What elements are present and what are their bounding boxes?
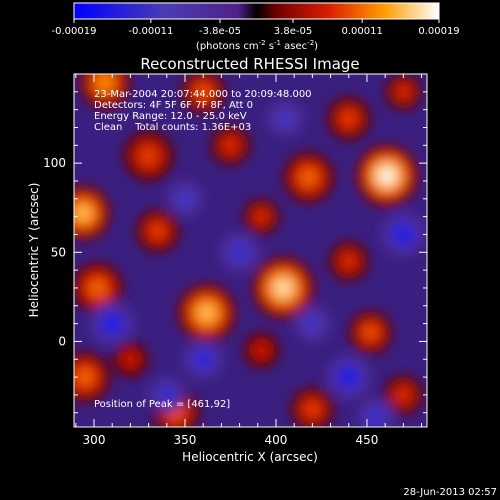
heatmap-blob — [303, 171, 315, 184]
heatmap-blob — [279, 113, 291, 125]
colorbar-tick-label: 0.00019 — [418, 26, 459, 37]
x-tick-label: 450 — [356, 433, 379, 447]
heatmap-blob — [197, 353, 210, 366]
x-axis-label: Heliocentric X (arcsec) — [182, 450, 318, 464]
y-tick-label: 100 — [43, 156, 66, 170]
heatmap-blob — [276, 281, 291, 295]
heatmap-blob — [79, 371, 91, 383]
colorbar-ticks: -0.00019 -0.00011 -3.8e-05 3.8e-05 0.00011 0.… — [52, 19, 460, 37]
y-tick-label: 50 — [51, 245, 66, 259]
heatmap-blob — [342, 370, 356, 384]
colorbar-tick-label: -3.8e-05 — [199, 26, 241, 37]
heatmap-blob — [161, 389, 173, 401]
plot-frame — [73, 73, 428, 428]
heatmap-blob — [77, 207, 90, 220]
heatmap-blob — [398, 390, 408, 400]
heatmap-blob — [152, 226, 163, 236]
axis-ticks: 300 350 400 450 0 50 100 — [43, 73, 427, 447]
heatmap-blob — [200, 306, 214, 320]
heatmap-blob — [226, 140, 235, 150]
heatmap-blob — [396, 227, 410, 242]
x-tick-label: 350 — [174, 433, 197, 447]
heatmap-blob — [233, 246, 246, 259]
colorbar-units: (photons cm-2 s-1 asec-2) — [196, 39, 318, 52]
heatmap-blob — [370, 410, 382, 422]
heatmap-blob — [142, 150, 155, 162]
annotation-detectors: Detectors: 4F 5F 6F 7F 8F, Att 0 — [94, 100, 253, 111]
colorbar-tick-label: -0.00019 — [52, 26, 97, 37]
x-tick-label: 300 — [83, 433, 106, 447]
heatmap-blob — [99, 77, 111, 89]
annotation-energy: Energy Range: 12.0 - 25.0 keV — [94, 111, 247, 122]
heatmap-blob — [307, 404, 318, 414]
y-axis-label: Heliocentric Y (arcsec) — [27, 183, 41, 318]
x-tick-label: 400 — [265, 433, 288, 447]
colorbar-frame — [73, 2, 440, 20]
colorbar — [74, 3, 439, 19]
heatmap-blob — [198, 87, 208, 97]
heatmap-blob — [343, 113, 354, 124]
y-tick-label: 0 — [58, 334, 66, 348]
annotation-clean: Clean Total counts: 1.36E+03 — [94, 122, 251, 133]
heatmap-blob — [399, 87, 408, 96]
heatmap-blob — [344, 256, 354, 266]
heatmap-blob — [257, 346, 266, 355]
annotation-time: 23-Mar-2004 20:07:44.000 to 20:09:48.000 — [94, 89, 312, 100]
heatmap-blob — [365, 327, 376, 338]
heatmap-blob — [306, 318, 318, 330]
heatmap-blob — [179, 193, 191, 205]
colorbar-tick-label: -0.00011 — [128, 26, 173, 37]
chart-title: Reconstructed RHESSI Image — [140, 55, 359, 73]
heatmap-blob — [105, 317, 119, 331]
heatmap-blob — [126, 355, 135, 364]
heatmap-image — [74, 74, 426, 427]
colorbar-tick-label: 3.8e-05 — [274, 26, 312, 37]
heatmap-blob — [92, 282, 104, 294]
heatmap-blob — [257, 212, 266, 221]
peak-position-label: Position of Peak = [461,92] — [94, 399, 230, 410]
footer-timestamp: 28-Jun-2013 02:57 — [403, 487, 497, 498]
colorbar-tick-label: 0.00011 — [341, 26, 382, 37]
heatmap-blob — [380, 168, 394, 183]
